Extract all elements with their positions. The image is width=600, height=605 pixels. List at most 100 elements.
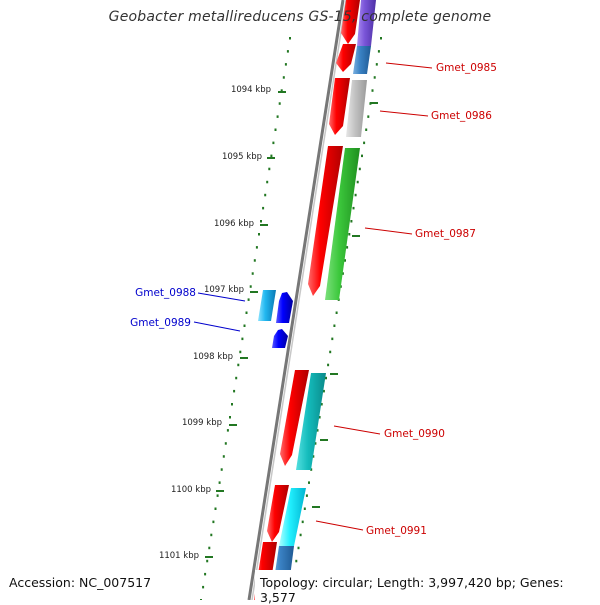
gene-arrow-gmet-0988[interactable] [276,292,293,323]
ruler-dot [284,63,287,66]
ruler-dot [280,89,283,92]
ruler-dot [272,141,275,145]
gene-label-gmet-0991[interactable]: Gmet_0991 [366,525,427,537]
ruler-dot [266,180,269,184]
ruler-dot [299,533,302,537]
ruler-dot [295,559,298,563]
feature-block[interactable] [357,0,376,46]
right-ruler-ticks [312,102,378,508]
gene-block-gmet-0988[interactable] [258,290,276,321]
ruler-dot [210,533,213,537]
ruler-dot [245,311,248,314]
ruler-dot [255,246,258,249]
ruler-dot [367,115,370,118]
ruler-dot [320,403,323,406]
leader-lines [193,62,433,531]
ruler-dot [329,350,332,354]
gene-labels: Gmet_0985 Gmet_0986 Gmet_0987 Gmet_0990 … [130,62,497,537]
gene-arrow-gmet-0989[interactable] [272,329,288,348]
kbp-label: 1096 kbp [214,219,254,229]
ruler-dot [305,494,308,497]
ruler-dot [301,520,304,524]
ruler-dot [354,193,357,197]
ruler-dot [361,154,363,158]
kbp-ticks [205,91,286,558]
cds-arrow[interactable] [329,78,350,135]
ruler-dot [363,141,366,145]
gene-label-gmet-0986[interactable]: Gmet_0986 [431,110,492,122]
ruler-dot [264,193,267,197]
ruler-dot [258,233,260,236]
cds-arrow[interactable] [280,370,309,466]
gene-label-gmet-0988[interactable]: Gmet_0988 [135,287,196,299]
kbp-label: 1095 kbp [222,152,262,162]
ruler-dot [286,50,289,53]
ruler-dot [350,220,353,223]
ruler-dot [375,63,378,66]
cds-arrow[interactable] [267,485,289,542]
gene-label-gmet-0989[interactable]: Gmet_0989 [130,317,191,329]
cds-arrow[interactable] [336,44,356,72]
ruler-dot [344,259,346,262]
genome-backbone [247,0,345,601]
ruler-dot [218,481,221,484]
ruler-dot [346,246,349,249]
ruler-dot [274,128,277,131]
ruler-dot [270,154,273,158]
ruler-dot [204,572,207,576]
ruler-dot [206,559,209,563]
ruler-dot [380,37,382,40]
ruler-dot [262,206,265,210]
ruler-dot [373,76,376,79]
ruler-dot [365,128,368,131]
gene-label-gmet-0990[interactable]: Gmet_0990 [384,428,445,440]
ruler-dot [335,311,338,314]
cds-track [254,0,360,600]
ruler-dot [303,507,306,510]
ruler-dot [358,167,361,171]
feature-block[interactable] [346,80,367,137]
ruler-dot [214,507,217,510]
ruler-dot [348,233,351,236]
ruler-dot [322,389,325,393]
kbp-label: 1101 kbp [159,551,199,561]
ruler-dot [316,429,319,432]
ruler-dot [208,546,211,550]
ruler-dot [327,363,330,367]
ruler-dot [333,324,336,327]
ruler-dot [260,220,262,223]
feature-block[interactable] [325,148,360,300]
feature-block[interactable] [296,373,326,470]
ruler-dot [231,403,233,406]
accession-text: Accession: NC_007517 [9,575,152,590]
feature-block[interactable] [353,46,371,74]
ruler-dot [247,298,250,301]
feature-block[interactable] [279,488,306,546]
ruler-dot [276,115,279,118]
gene-label-gmet-0987[interactable]: Gmet_0987 [415,228,476,240]
ruler-dot [278,102,281,105]
ruler-dot [249,285,252,288]
cds-arrow[interactable] [308,146,343,296]
ruler-dot [312,455,315,458]
ruler-dot [308,481,310,484]
ruler-dot [318,416,321,419]
ruler-dot [352,206,355,210]
ruler-dot [235,376,238,380]
ruler-dot [356,180,359,184]
ruler-dot [241,337,244,341]
ruler-dot [239,350,242,354]
ruler-dot [310,468,313,471]
cds-arrow[interactable] [341,0,360,44]
reverse-genes [258,290,293,348]
ruler-dot [314,442,317,445]
ruler-dot [229,416,231,419]
gene-label-gmet-0985[interactable]: Gmet_0985 [436,62,497,74]
genome-title: Geobacter metallireducens GS-15, complet… [108,9,492,25]
ruler-dot [331,337,334,341]
footer-background [255,570,600,600]
genome-backbone-highlight [251,0,347,601]
ruler-dot [325,376,327,380]
ruler-dot [297,546,300,550]
